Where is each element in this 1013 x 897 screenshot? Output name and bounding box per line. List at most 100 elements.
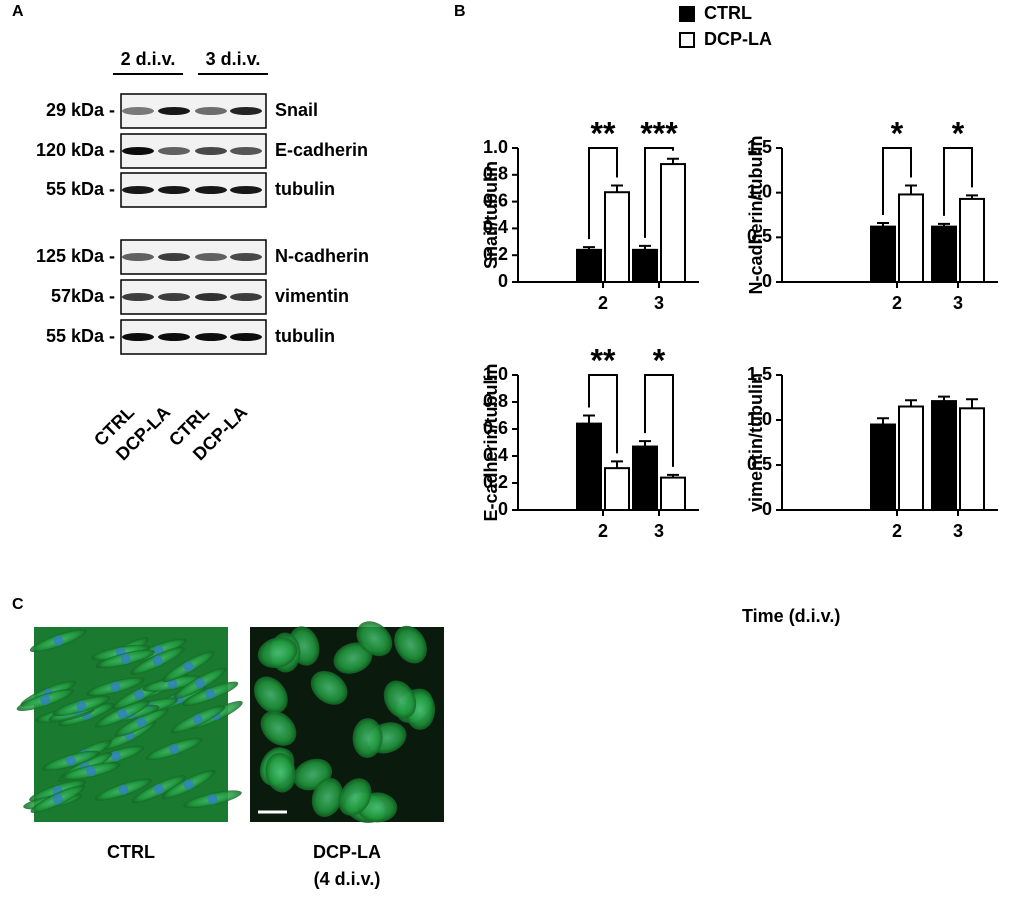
bar	[931, 400, 957, 512]
y-axis-label: N-cadherin/tubulin	[746, 136, 766, 295]
significance-bracket	[644, 374, 674, 467]
blot-band	[230, 186, 262, 194]
nucleus	[110, 681, 121, 692]
blot-band	[195, 333, 227, 341]
blot-band	[122, 186, 154, 194]
mw-label: 29 kDa -	[46, 100, 115, 120]
mw-label: 55 kDa -	[46, 179, 115, 199]
significance-stars: *	[891, 115, 904, 151]
protein-label: N-cadherin	[275, 246, 369, 266]
blot-band	[195, 107, 227, 115]
blot-band	[122, 333, 154, 341]
significance-bracket	[644, 147, 674, 238]
blot-band	[158, 253, 190, 261]
error-bar	[938, 222, 950, 227]
x-tick-label: 3	[654, 521, 664, 541]
blot-band	[122, 293, 154, 301]
y-tick-label: 0	[498, 499, 508, 519]
y-tick-label: 1.5	[747, 364, 772, 384]
nucleus	[53, 635, 64, 646]
y-axis-label: Snail/tubulin	[481, 161, 501, 269]
content: A B C 2 d.i.v. 3 d.i.v. 29 kDa - Snail 120 kDa …	[12, 3, 998, 889]
x-tick-label: 3	[953, 293, 963, 313]
significance-stars: *	[653, 342, 666, 378]
y-tick-label: 0.2	[483, 244, 508, 264]
x-tick-label: 2	[598, 521, 608, 541]
bar	[898, 405, 924, 511]
nucleus	[136, 717, 147, 728]
y-tick-label: 0.6	[483, 190, 508, 210]
nucleus	[183, 661, 194, 672]
panel-label: A	[12, 3, 24, 20]
significance-stars: ***	[640, 115, 678, 151]
y-tick-label: 0.5	[747, 454, 772, 474]
nucleus	[65, 755, 76, 766]
blot-band	[158, 107, 190, 115]
bar	[576, 422, 602, 512]
bar	[959, 407, 985, 511]
error-bar	[877, 417, 889, 425]
x-tick-label: 2	[598, 293, 608, 313]
x-tick-label: 2	[892, 293, 902, 313]
blot-band	[195, 186, 227, 194]
cell	[257, 637, 298, 669]
error-bar	[611, 460, 623, 469]
bar	[660, 476, 686, 512]
mw-label: 55 kDa -	[46, 326, 115, 346]
protein-label: Snail	[275, 100, 318, 120]
bar	[576, 248, 602, 283]
y-tick-label: 0.5	[747, 226, 772, 246]
error-bar	[639, 440, 651, 447]
bar	[959, 197, 985, 283]
bar	[604, 191, 630, 283]
blot-band	[158, 147, 190, 155]
nucleus	[192, 714, 203, 725]
blot-band	[230, 253, 262, 261]
group-label: 2 d.i.v.	[121, 49, 176, 69]
panel-label: C	[12, 596, 24, 613]
blot-band	[195, 293, 227, 301]
error-bar	[583, 246, 595, 250]
error-bar	[639, 244, 651, 250]
bar	[870, 423, 896, 511]
error-bar	[938, 395, 950, 402]
y-tick-label: 0.6	[483, 418, 508, 438]
y-tick-label: 0.8	[483, 391, 508, 411]
legend-label: DCP-LA	[704, 29, 772, 49]
nucleus	[117, 708, 128, 719]
nucleus	[207, 794, 218, 805]
cell	[253, 676, 288, 714]
error-bar	[611, 184, 623, 193]
cell	[310, 670, 348, 705]
legend-swatch	[679, 6, 695, 22]
mw-label: 125 kDa -	[36, 246, 115, 266]
panel-label: B	[454, 3, 466, 20]
nucleus	[152, 655, 163, 666]
error-bar	[905, 399, 917, 407]
blot-band	[122, 253, 154, 261]
error-bar	[966, 194, 978, 199]
bar	[931, 225, 957, 283]
mw-label: 57kDa -	[51, 286, 115, 306]
blot-band	[195, 147, 227, 155]
protein-label: vimentin	[275, 286, 349, 306]
blot-band	[230, 333, 262, 341]
protein-label: E-cadherin	[275, 140, 368, 160]
image-caption: (4 d.i.v.)	[314, 869, 381, 889]
blot-band	[230, 293, 262, 301]
nucleus	[118, 784, 129, 795]
y-tick-label: 1.0	[747, 409, 772, 429]
bar	[632, 445, 658, 511]
significance-stars: *	[952, 115, 965, 151]
x-axis-label: Time (d.i.v.)	[742, 606, 840, 626]
nucleus	[40, 694, 51, 705]
significance-bracket	[882, 147, 912, 216]
mw-label: 120 kDa -	[36, 140, 115, 160]
nucleus	[52, 794, 63, 805]
cell	[352, 717, 383, 758]
bar	[870, 225, 896, 283]
legend-label: CTRL	[704, 3, 752, 23]
significance-bracket	[588, 374, 618, 454]
nucleus	[134, 689, 145, 700]
y-tick-label: 0.2	[483, 472, 508, 492]
